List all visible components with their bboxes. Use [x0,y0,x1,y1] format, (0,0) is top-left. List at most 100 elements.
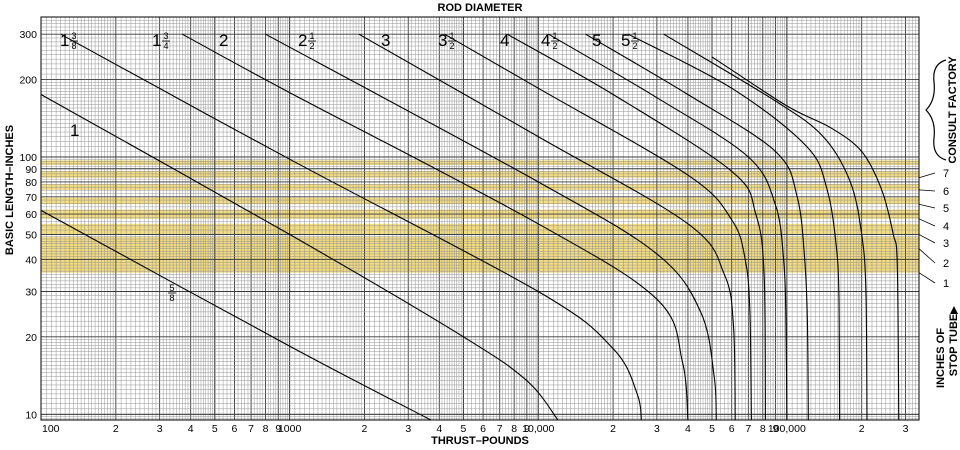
stop-tube-markers: 1 2 3 4 5 6 7 [918,168,949,290]
grid-lines [40,16,920,420]
series-curve [265,33,717,421]
series-label-numerator: 3 [163,31,168,41]
y-tick-label: 20 [25,332,37,344]
x-tick-label: 4 [685,423,691,435]
y-tick-label: 300 [19,29,37,41]
y-tick-label: 80 [25,177,37,189]
x-axis-label: THRUST–POUNDS [431,435,529,447]
stop-tube-arrow-icon [950,306,958,314]
x-tick-label: 10,000 [522,423,554,435]
series-label-numerator: 1 [552,31,557,41]
series-label: 2 [219,31,228,50]
consult-factory-label: CONSULT FACTORY [947,56,959,164]
series-curve [627,33,841,421]
series-curve [60,33,642,421]
series-label: 5 12 [621,31,639,51]
x-tick-label: 3 [903,423,909,435]
series-label: 2 12 [298,31,316,51]
series-label-whole: 2 [298,31,307,50]
stop-tube-number: 6 [943,186,949,198]
series-label: 4 12 [541,31,559,51]
x-tick-label: 100 [42,423,60,435]
stop-tube-number: 4 [943,221,949,233]
stop-tube-band [41,171,919,178]
y-tick-label: 100 [19,152,37,164]
chart-title: ROD DIAMETER [438,2,523,14]
stop-tube-leader-line [918,234,936,244]
series-label-whole: 2 [219,31,228,50]
series-label-whole: 3 [438,31,447,50]
series-label-whole: 4 [500,31,509,50]
stop-tube-band [41,248,919,273]
x-tick-label: 8 [511,423,517,435]
series-curve [40,94,559,421]
stop-tube-number: 7 [943,168,949,180]
stop-tube-leader-line [918,203,936,209]
series-label: 3 [381,31,390,50]
series-label: 1 [70,121,79,140]
x-tick-label: 6 [232,423,238,435]
x-tick-label: 2 [113,423,119,435]
y-tick-label: 40 [25,254,37,266]
series-label-whole: 4 [541,31,550,50]
stop-tube-label-line1: INCHES OF [935,328,947,388]
series-label: 5 [592,31,601,50]
x-tick-label: 9 [275,423,281,435]
series-label: 3 12 [438,31,456,51]
series-label-denominator: 2 [449,41,454,51]
series-label-whole: 1 [152,31,161,50]
y-axis-label: BASIC LENGTH–INCHES [4,125,16,255]
series-label-whole: 5 [592,31,601,50]
stop-tube-band [41,223,919,235]
y-tick-label: 200 [19,75,37,87]
series-curve [663,33,868,421]
stop-tube-label-line2: STOP TUBE [948,314,960,377]
y-tick-label: 30 [25,287,37,299]
series-curve [711,56,900,421]
x-tick-label: 8 [263,423,269,435]
series-label-numerator: 5 [169,283,174,293]
series-label: 1 38 [60,31,78,51]
x-tick-label: 3 [405,423,411,435]
stop-tube-leader-line [918,272,936,284]
series-label-whole: 3 [381,31,390,50]
stop-tube-band [41,160,919,166]
series-label: 58 [168,283,176,303]
stop-tube-number: 1 [943,278,949,290]
x-tick-label: 5 [460,423,466,435]
series-curve [585,33,809,421]
x-tick-label: 4 [188,423,194,435]
series-curve [40,209,432,421]
stop-tube-number: 3 [943,238,949,250]
x-tick-label: 7 [497,423,503,435]
stop-tube-number: 5 [943,203,949,215]
x-tick-label: 4 [436,423,442,435]
stop-tube-leader-line [918,172,936,179]
y-tick-label: 10 [25,409,37,421]
x-tick-label: 9 [773,423,779,435]
y-tick-label: 50 [25,229,37,241]
stop-tube-number: 2 [943,258,949,270]
series-label-denominator: 2 [632,41,637,51]
series-label-denominator: 8 [71,41,76,51]
x-tick-label: 8 [760,423,766,435]
y-tick-label: 60 [25,209,37,221]
x-tick-label: 100,000 [768,423,806,435]
series-label-whole: 1 [70,121,79,140]
x-tick-label: 2 [859,423,865,435]
x-tick-label: 1000 [278,423,302,435]
stop-tube-band [41,236,919,249]
series-label-numerator: 3 [71,31,76,41]
series-curve [548,33,788,421]
series-label-denominator: 2 [309,41,314,51]
series-label-numerator: 1 [309,31,314,41]
series-label-numerator: 1 [449,31,454,41]
stop-tube-leader-line [918,248,936,264]
x-tick-label: 6 [480,423,486,435]
y-tick-label: 90 [25,164,37,176]
series-curve [358,33,736,421]
x-tick-label: 7 [248,423,254,435]
x-tick-label: 7 [745,423,751,435]
